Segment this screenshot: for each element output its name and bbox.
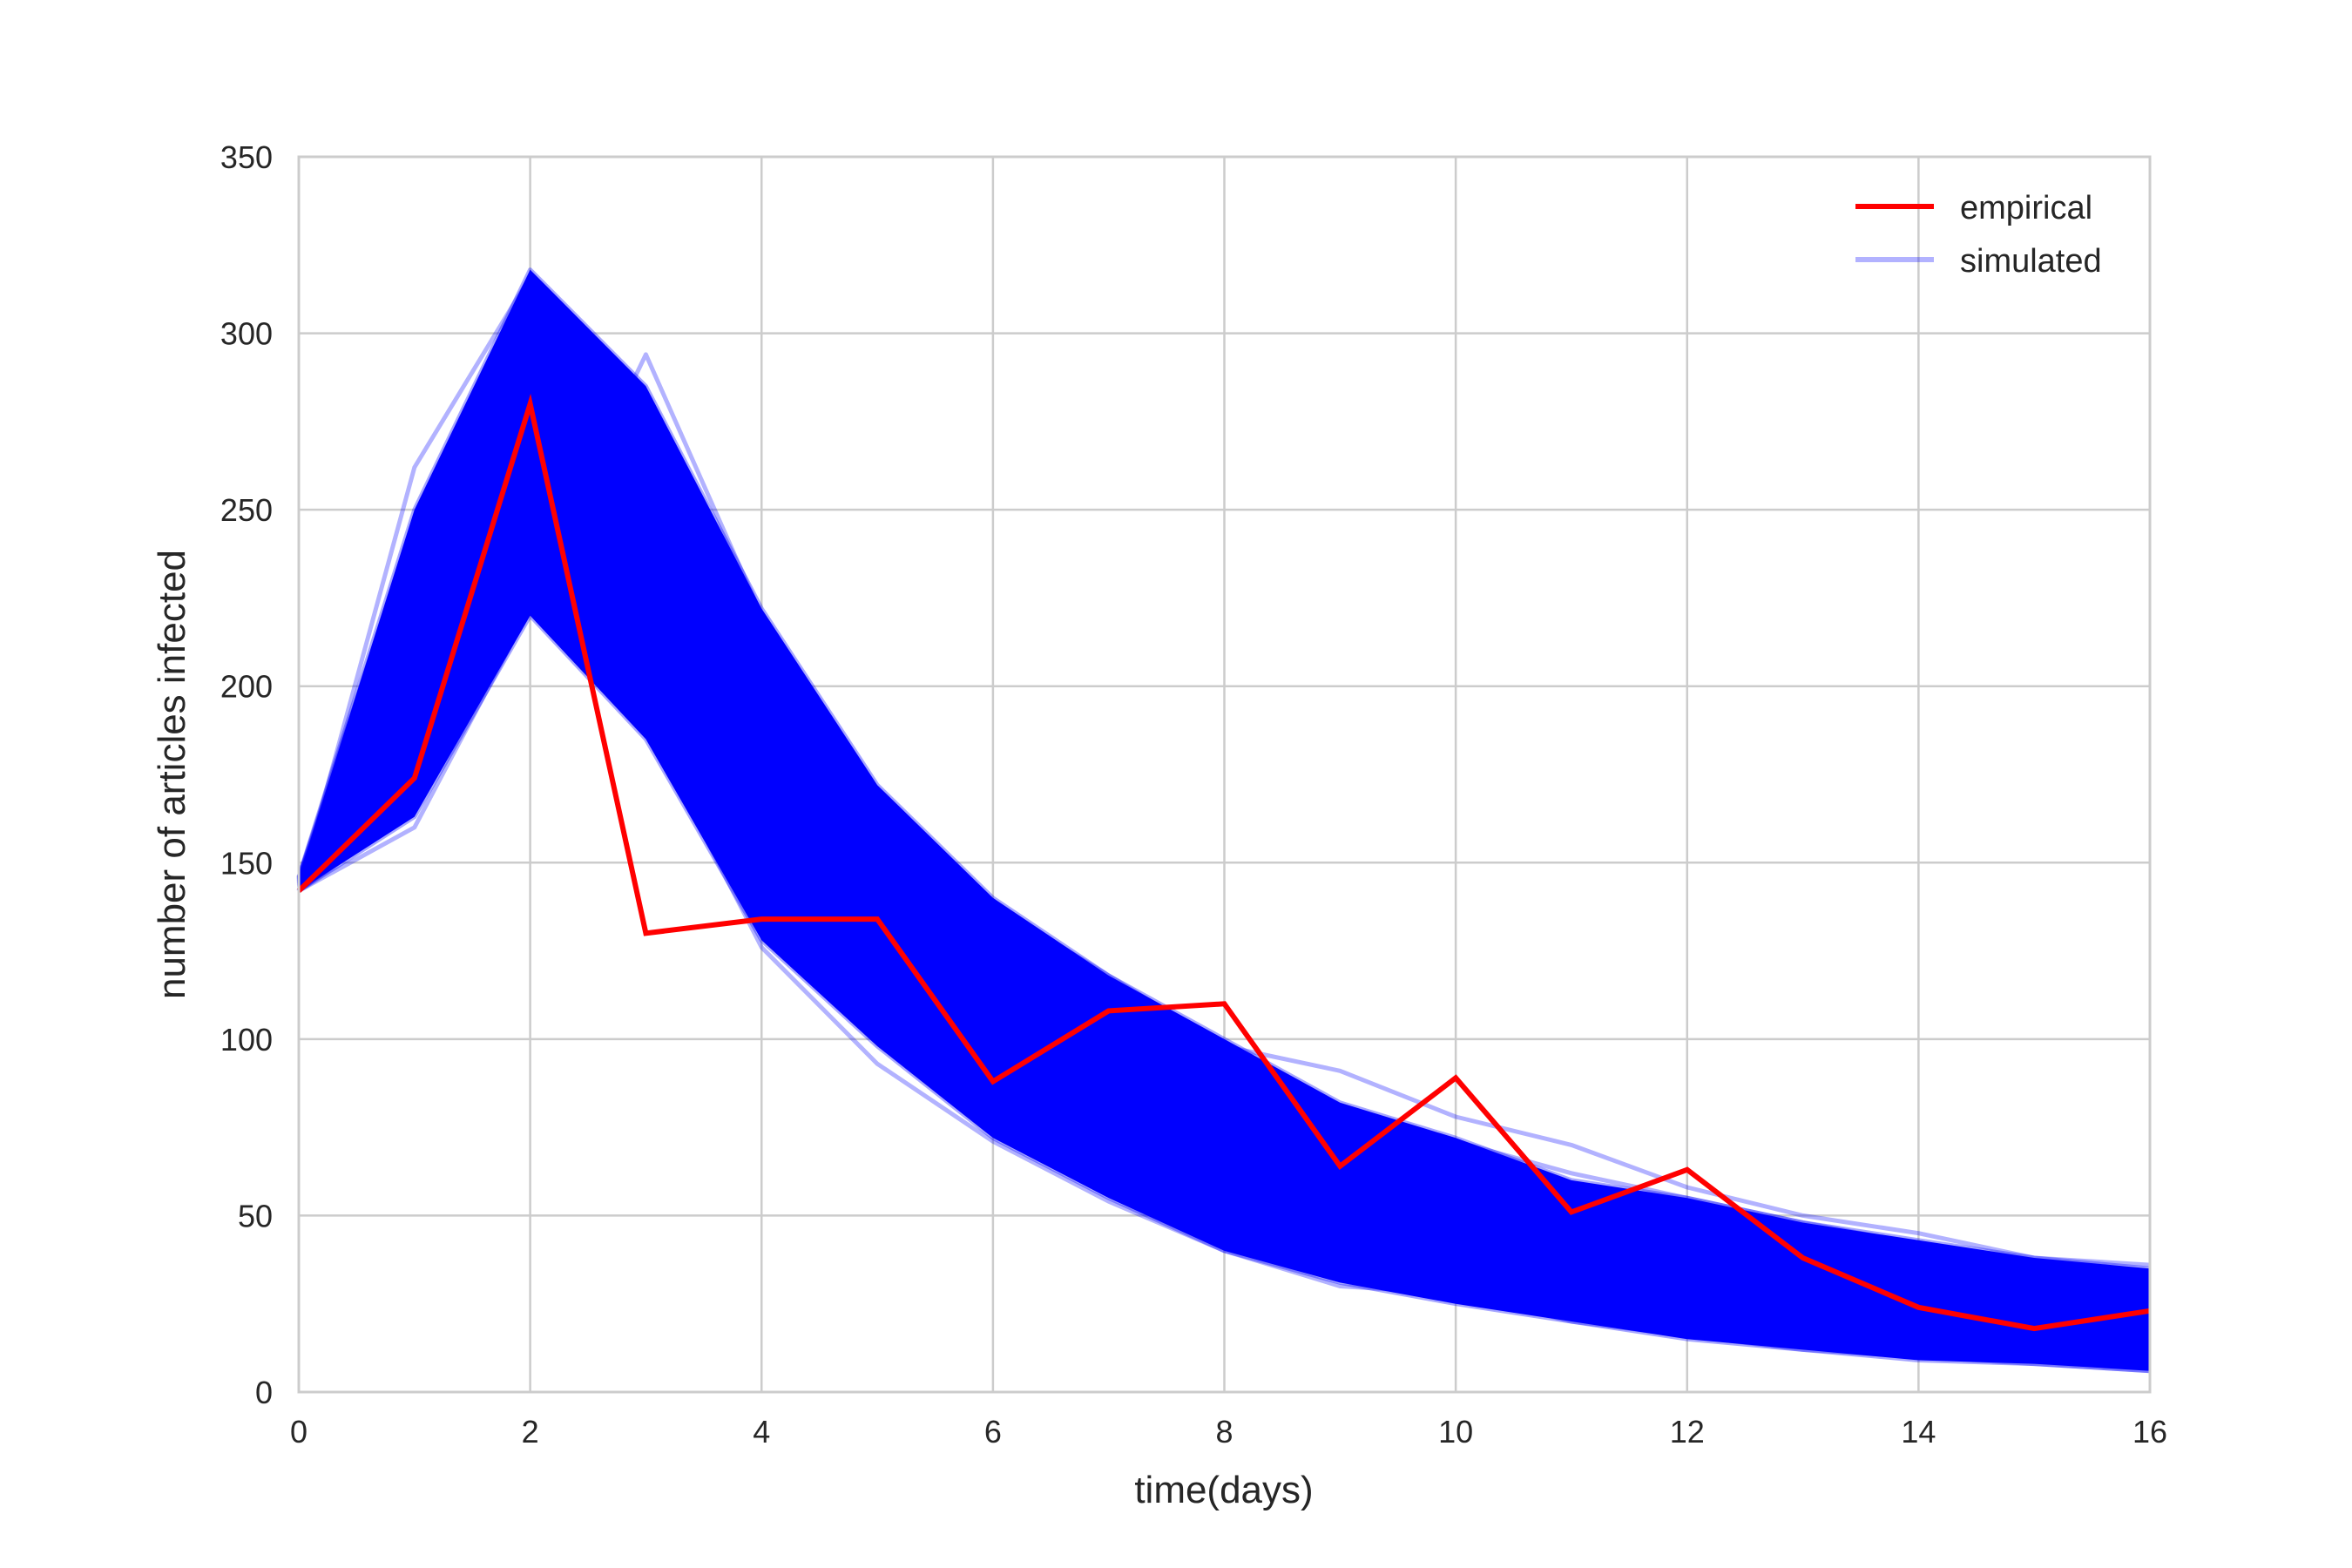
simulated-line [297,601,2151,1370]
simulated-line [296,458,2151,1328]
empirical-line [296,393,2151,1332]
x-tick-label: 16 [2132,1414,2167,1450]
simulated-lines [296,267,2151,1374]
simulated-line-outlier [296,274,2151,1267]
y-tick-label: 200 [220,669,273,705]
simulated-line [296,279,2151,1274]
simulated-line-outlier [297,606,2151,1374]
x-tick-label: 0 [290,1414,308,1450]
simulated-line [296,362,2151,1300]
y-tick-label: 350 [220,139,273,175]
simulated-line [296,506,2151,1342]
simulated-line [296,494,2151,1338]
simulated-line [296,314,2151,1285]
simulated-line-outlier [297,352,2151,1274]
simulated-envelope [299,269,2150,1371]
simulated-line [296,482,2151,1335]
simulated-line [297,565,2151,1359]
y-tick-label: 0 [255,1375,273,1410]
simulated-line [296,410,2151,1314]
x-tick-label: 8 [1215,1414,1233,1450]
simulated-line [296,470,2151,1331]
x-tick-label: 10 [1438,1414,1473,1450]
simulated-line [296,434,2151,1321]
simulated-line [296,291,2151,1278]
y-tick-label: 250 [220,492,273,528]
legend-empirical-label: empirical [1960,190,2092,226]
x-tick-labels: 0 2 4 6 8 10 12 14 16 [290,1414,2167,1450]
x-tick-label: 4 [753,1414,770,1450]
simulated-line [297,578,2151,1362]
x-tick-label: 12 [1670,1414,1705,1450]
simulated-line [296,303,2151,1281]
simulated-line [296,387,2151,1307]
y-tick-label: 50 [238,1198,273,1233]
simulated-line [296,327,2151,1288]
empirical-series [296,393,2151,1332]
simulated-line [297,553,2151,1355]
simulated-line [296,375,2151,1303]
legend-simulated-label: simulated [1960,243,2102,280]
simulated-line [296,446,2151,1324]
simulated-line-outlier [297,599,2151,1370]
simulated-line [297,542,2151,1352]
x-tick-label: 14 [1901,1414,1936,1450]
y-tick-label: 300 [220,316,273,352]
y-axis-label: number of articles infected [151,550,193,999]
legend: empirical simulated [1855,190,2102,280]
simulated-line [296,267,2151,1271]
y-tick-labels: 0 50 100 150 200 250 300 350 [220,139,273,1410]
simulated-line [296,422,2151,1317]
simulated-line [297,613,2151,1374]
x-tick-label: 6 [984,1414,1002,1450]
simulated-line [296,517,2151,1345]
simulated-line [297,530,2151,1348]
x-axis-label: time(days) [1134,1469,1313,1511]
simulated-band [299,269,2150,1371]
x-tick-label: 2 [522,1414,539,1450]
simulated-line [296,339,2151,1292]
y-tick-label: 100 [220,1022,273,1058]
simulated-line [296,351,2151,1296]
y-tick-label: 150 [220,845,273,881]
plot-frame [297,155,2152,1394]
simulated-line [297,589,2151,1367]
